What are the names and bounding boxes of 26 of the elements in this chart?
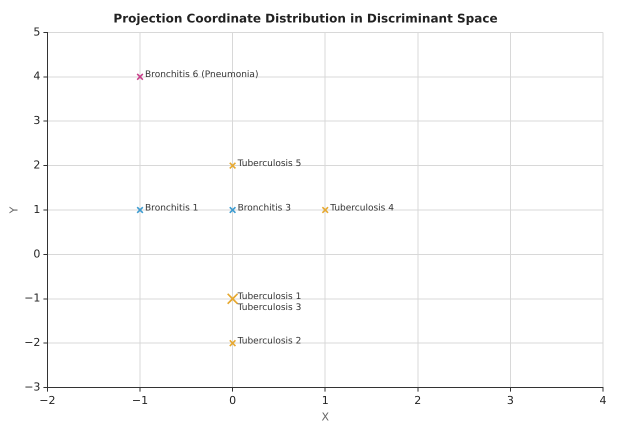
annotation: Bronchitis 1 bbox=[145, 203, 198, 214]
x-tick-label: 4 bbox=[600, 394, 606, 408]
chart-title: Projection Coordinate Distribution in Discriminant Space bbox=[113, 11, 498, 26]
y-tick-label: −2 bbox=[24, 336, 40, 350]
annotation: Bronchitis 3 bbox=[238, 203, 291, 214]
y-tick-label: 5 bbox=[33, 25, 40, 38]
annotation: Tuberculosis 1 bbox=[236, 292, 302, 302]
y-tick-label: −1 bbox=[24, 292, 40, 305]
y-tick-label: 1 bbox=[33, 202, 40, 216]
annotation: Tuberculosis 3 bbox=[236, 303, 302, 314]
annotation: Bronchitis 6 (Pneumonia) bbox=[145, 70, 258, 80]
annotation: Tuberculosis 5 bbox=[236, 158, 302, 169]
y-tick-label: 2 bbox=[33, 158, 40, 172]
x-axis-title: X bbox=[321, 410, 330, 424]
x-tick-label: 0 bbox=[229, 394, 236, 408]
x-tick-label: −1 bbox=[132, 394, 148, 408]
y-tick-label: −3 bbox=[24, 380, 40, 394]
annotation: Tuberculosis 2 bbox=[236, 336, 302, 347]
x-tick-label: 3 bbox=[506, 394, 514, 408]
y-tick-label: 3 bbox=[33, 114, 40, 128]
y-tick-label: 0 bbox=[33, 247, 40, 260]
x-tick-label: 2 bbox=[414, 394, 422, 408]
y-tick-label: 4 bbox=[33, 70, 40, 83]
y-axis-title: Y bbox=[7, 206, 20, 214]
annotation: Tuberculosis 4 bbox=[329, 203, 394, 214]
x-tick-label: 1 bbox=[322, 394, 329, 408]
